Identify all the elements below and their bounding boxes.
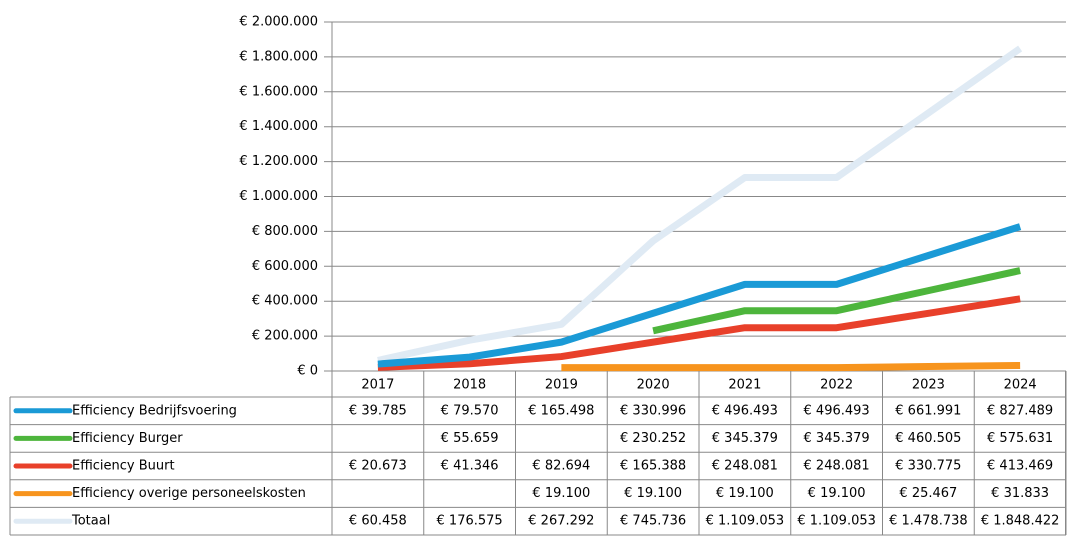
y-tick-label: € 200.000 bbox=[252, 329, 318, 344]
y-tick-label: € 800.000 bbox=[252, 224, 318, 239]
table-cell: € 1.109.053 bbox=[797, 514, 876, 529]
table-cell: € 60.458 bbox=[349, 514, 407, 529]
table-cell: € 460.505 bbox=[895, 431, 961, 446]
series-line bbox=[377, 295, 1021, 371]
table-cell: € 176.575 bbox=[437, 514, 503, 529]
table-cell: € 79.570 bbox=[441, 403, 499, 418]
table-cell: € 31.833 bbox=[991, 486, 1049, 501]
table-cell: € 248.081 bbox=[712, 459, 778, 474]
table-cell: € 345.379 bbox=[712, 431, 778, 446]
table-cell: € 827.489 bbox=[987, 403, 1053, 418]
y-tick-label: € 600.000 bbox=[252, 259, 318, 274]
x-tick-label: 2024 bbox=[1004, 378, 1037, 393]
y-tick-label: € 1.800.000 bbox=[239, 49, 318, 64]
table-cell: € 496.493 bbox=[804, 403, 870, 418]
table-cell: € 20.673 bbox=[349, 459, 407, 474]
table-cell: € 661.991 bbox=[895, 403, 961, 418]
table-cell: € 19.100 bbox=[808, 486, 866, 501]
table-cell: € 19.100 bbox=[532, 486, 590, 501]
table-cell: € 82.694 bbox=[532, 459, 590, 474]
y-tick-label: € 1.400.000 bbox=[239, 119, 318, 134]
x-tick-label: 2021 bbox=[728, 378, 761, 393]
table-cell: € 1.109.053 bbox=[706, 514, 785, 529]
table-cell: € 165.388 bbox=[620, 459, 686, 474]
table-cell: € 330.775 bbox=[895, 459, 961, 474]
table-cell: € 345.379 bbox=[804, 431, 870, 446]
legend-label: Efficiency overige personeelskosten bbox=[72, 486, 306, 501]
table-cell: € 19.100 bbox=[716, 486, 774, 501]
y-tick-label: € 400.000 bbox=[252, 294, 318, 309]
table-cell: € 230.252 bbox=[620, 431, 686, 446]
series-line bbox=[377, 45, 1023, 364]
legend-label: Totaal bbox=[71, 514, 110, 529]
x-tick-label: 2022 bbox=[820, 378, 853, 393]
x-tick-label: 2017 bbox=[361, 378, 394, 393]
table-cell: € 39.785 bbox=[349, 403, 407, 418]
table-cell: € 496.493 bbox=[712, 403, 778, 418]
legend-label: Efficiency Bedrijfsvoering bbox=[72, 403, 237, 418]
table-cell: € 413.469 bbox=[987, 459, 1053, 474]
x-tick-label: 2019 bbox=[545, 378, 578, 393]
legend-label: Efficiency Buurt bbox=[72, 459, 175, 474]
table-cell: € 41.346 bbox=[441, 459, 499, 474]
table-cell: € 330.996 bbox=[620, 403, 686, 418]
y-tick-label: € 1.600.000 bbox=[239, 84, 318, 99]
legend-label: Efficiency Burger bbox=[72, 431, 183, 446]
table-cell: € 248.081 bbox=[804, 459, 870, 474]
y-tick-label: € 1.200.000 bbox=[239, 154, 318, 169]
y-tick-label: € 2.000.000 bbox=[239, 15, 318, 30]
table-cell: € 55.659 bbox=[441, 431, 499, 446]
y-tick-label: € 0 bbox=[297, 364, 318, 379]
table-cell: € 25.467 bbox=[899, 486, 957, 501]
table-cell: € 267.292 bbox=[528, 514, 594, 529]
table-cell: € 745.736 bbox=[620, 514, 686, 529]
table-cell: € 19.100 bbox=[624, 486, 682, 501]
x-tick-label: 2023 bbox=[912, 378, 945, 393]
table-cell: € 1.478.738 bbox=[889, 514, 968, 529]
table-cell: € 165.498 bbox=[528, 403, 594, 418]
x-tick-label: 2018 bbox=[453, 378, 486, 393]
series-line bbox=[561, 361, 1021, 372]
table-cell: € 575.631 bbox=[987, 431, 1053, 446]
table-cell: € 1.848.422 bbox=[981, 514, 1060, 529]
y-tick-label: € 1.000.000 bbox=[239, 189, 318, 204]
x-tick-label: 2020 bbox=[637, 378, 670, 393]
series-line bbox=[377, 223, 1022, 368]
series-line bbox=[652, 267, 1021, 335]
